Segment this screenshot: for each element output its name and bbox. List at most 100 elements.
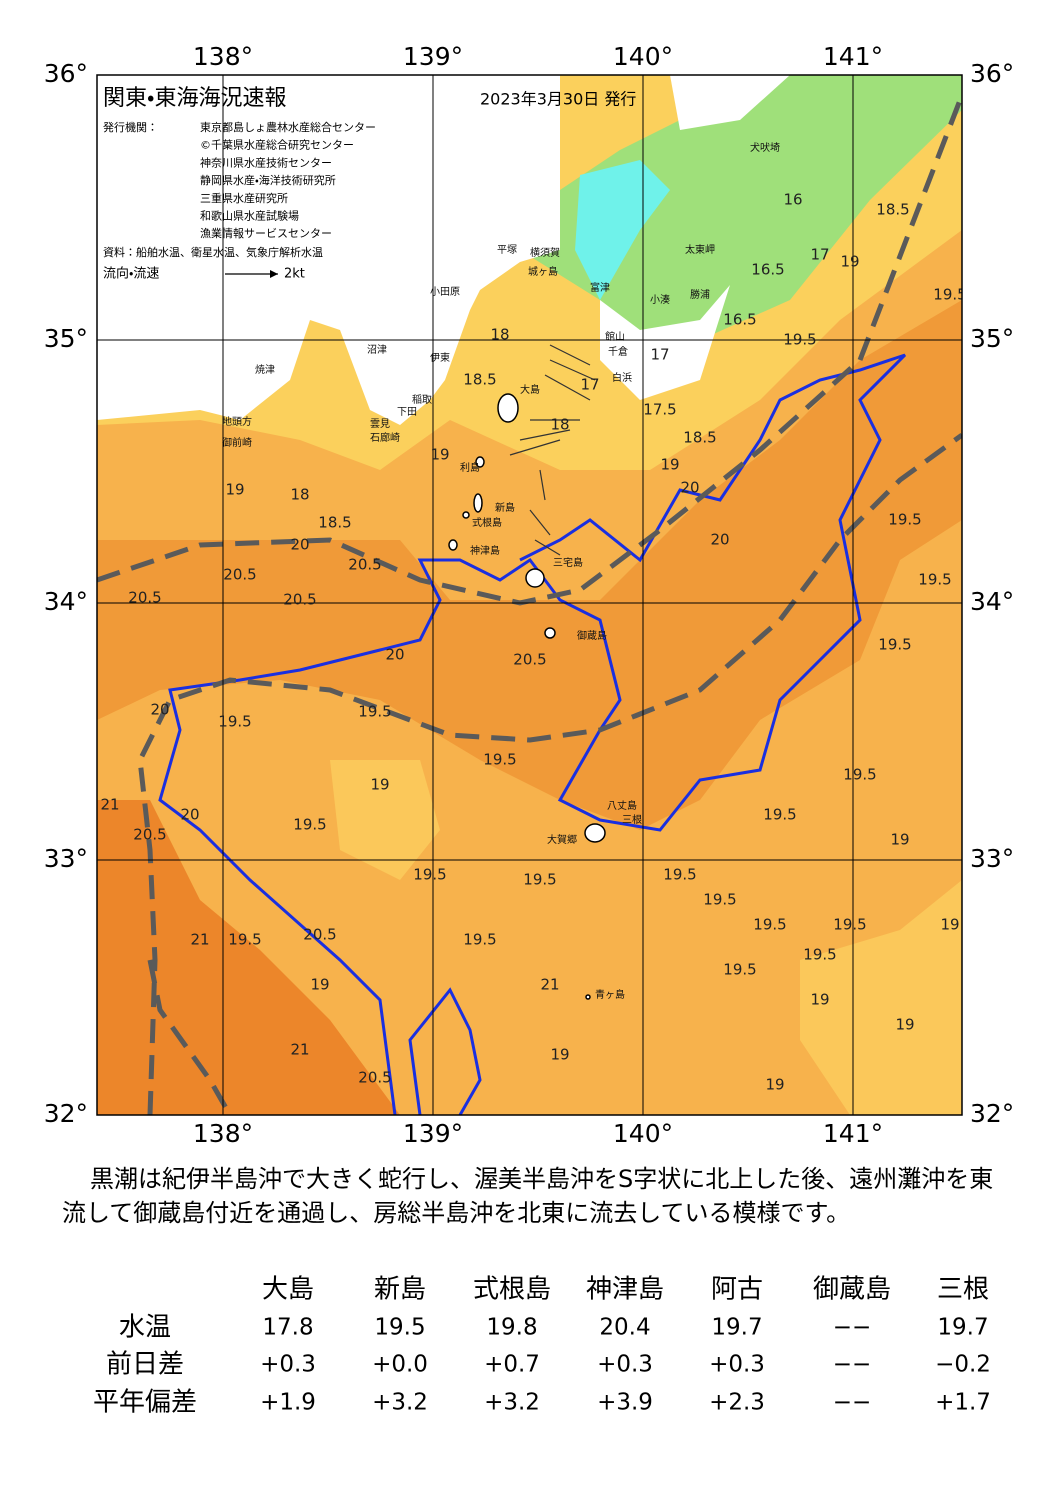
contour-label: 19 [840, 253, 859, 271]
contour-label: 20.5 [348, 556, 381, 574]
contour-label: 19 [550, 1046, 569, 1064]
average-path [147, 959, 233, 1115]
row-label: 水温 [119, 1313, 171, 1343]
land [600, 285, 730, 400]
longitude-label: 141° [823, 1119, 883, 1148]
grid [97, 75, 962, 1115]
cell: −− [833, 1352, 872, 1378]
contour-label: 18.5 [683, 429, 716, 447]
contour-label: 20 [150, 701, 169, 719]
place-name: 小湊 [650, 293, 670, 306]
title: 関東・東海海況速報 [103, 86, 286, 111]
place-name: 大島 [520, 383, 540, 396]
legend-scale: 2kt [284, 267, 305, 282]
contour-label: 19.5 [523, 871, 556, 889]
contour-label: 20 [385, 646, 404, 664]
place-name: 横須賀 [530, 246, 560, 259]
cell: +3.2 [372, 1390, 428, 1416]
islands [448, 393, 606, 1000]
contour-label: 19.5 [218, 713, 251, 731]
contour-label: 20.5 [223, 566, 256, 584]
contour-label: 19 [430, 446, 449, 464]
contour-label: 17 [650, 346, 669, 364]
contour-label: 19 [660, 456, 679, 474]
place-name: 三根 [622, 813, 642, 826]
place-name: 太東岬 [685, 243, 715, 256]
contour-label: 19 [310, 976, 329, 994]
latitude-label: 32° [44, 1099, 88, 1128]
cell: +2.3 [709, 1390, 765, 1416]
place-name: 石廊崎 [370, 431, 400, 444]
legend-arrowhead [270, 270, 278, 278]
source: 資料：船舶水温、衛星水温、気象庁解析水温 [103, 245, 323, 259]
map: 18.5 16 16.5 17 19 19.5 19.5 16.5 17 18 18.5 17 18 17… [44, 42, 1015, 1148]
longitude-label: 139° [403, 1119, 463, 1148]
contour-label: 19.5 [753, 916, 786, 934]
contour-label: 19.5 [358, 703, 391, 721]
contour-label: 19.5 [878, 636, 911, 654]
contour-label: 19 [890, 831, 909, 849]
land [670, 75, 790, 130]
latitude-label: 34° [970, 587, 1014, 616]
latitude-label: 34° [44, 587, 88, 616]
kuroshio-path [408, 987, 482, 1115]
cell: 19.7 [937, 1315, 988, 1341]
contour-label: 19.5 [463, 931, 496, 949]
warm-water [97, 300, 962, 830]
contour-label: 19 [895, 1016, 914, 1034]
contour-label: 17 [810, 246, 829, 264]
place-name: 青ヶ島 [595, 988, 625, 1001]
issuer: 三重県水産研究所 [200, 191, 288, 205]
contour-label: 18 [290, 486, 309, 504]
cell: +0.7 [484, 1352, 540, 1378]
cell: −0.2 [935, 1352, 991, 1378]
latitude-label: 33° [970, 844, 1014, 873]
place-name: 新島 [495, 501, 515, 514]
row-label: 平年偏差 [93, 1388, 197, 1418]
cool-patch [330, 760, 440, 880]
cell: +1.7 [935, 1390, 991, 1416]
place-name: 式根島 [472, 516, 502, 529]
map-frame [96, 74, 963, 1116]
contour-label: 19.5 [703, 891, 736, 909]
place-name: 三宅島 [553, 556, 583, 569]
issuer-label: 発行機関： [103, 120, 158, 134]
map-area: 18.5 16 16.5 17 19 19.5 19.5 16.5 17 18 18.5 17 18 17… [97, 75, 962, 1115]
place-name: 沼津 [367, 343, 387, 356]
contour-label: 19.5 [228, 931, 261, 949]
contour-label: 19.5 [293, 816, 326, 834]
place-name: 小田原 [430, 286, 460, 298]
place-name: 富津 [590, 281, 610, 294]
issuer: ©千葉県水産総合研究センター [200, 138, 354, 152]
longitude-label: 140° [613, 42, 673, 71]
column-header: 大島 [262, 1275, 314, 1305]
column-header: 神津島 [586, 1275, 664, 1305]
average-path [97, 94, 962, 606]
contour-label: 19.5 [413, 866, 446, 884]
contour-label: 19.5 [833, 916, 866, 934]
contour-label: 16.5 [751, 261, 784, 279]
cell: +0.3 [260, 1352, 316, 1378]
contour-label: 19.5 [803, 946, 836, 964]
cell: 19.7 [711, 1315, 762, 1341]
contour-label: 17.5 [643, 401, 676, 419]
contour-label: 20 [180, 806, 199, 824]
place-name: 千倉 [608, 346, 628, 358]
latitude-label: 32° [970, 1099, 1014, 1128]
header: 関東・東海海況速報 2023年3月30日 発行 発行機関： 資料：船舶水温、衛星… [103, 86, 636, 282]
place-name: 平塚 [497, 244, 517, 256]
issuer: 漁業情報サービスセンター [200, 226, 332, 240]
cool-patch [800, 880, 962, 1115]
longitude-label: 140° [613, 1119, 673, 1148]
issuer: 東京都島しょ農林水産総合センター [200, 120, 376, 134]
place-name: 焼津 [255, 364, 275, 376]
issuer: 静岡県水産・海洋技術研究所 [200, 173, 336, 187]
contour-label: 18 [490, 326, 509, 344]
warmest-water [97, 800, 400, 1115]
place-name: 稲取 [412, 394, 432, 406]
contour-label: 20.5 [513, 651, 546, 669]
current-arrows [509, 344, 596, 556]
place-name: 伊東 [430, 351, 450, 364]
place-name: 地頭方 [222, 415, 252, 428]
